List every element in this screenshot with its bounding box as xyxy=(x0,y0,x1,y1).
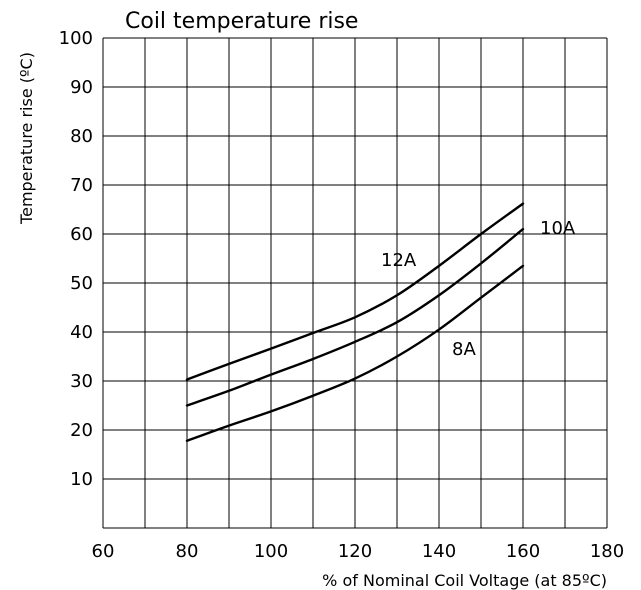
x-tick-label: 180 xyxy=(590,541,624,562)
series-label-10A: 10A xyxy=(540,218,576,239)
y-tick-label: 90 xyxy=(70,77,93,98)
series-line-8A xyxy=(185,264,525,442)
y-tick-labels: 10 20 30 40 50 60 70 80 90 100 xyxy=(59,28,93,490)
x-tick-label: 140 xyxy=(422,541,456,562)
x-tick-label: 80 xyxy=(176,541,199,562)
x-tick-label: 100 xyxy=(254,541,288,562)
chart-title: Coil temperature rise xyxy=(125,9,358,34)
x-tick-label: 120 xyxy=(338,541,372,562)
series-label-8A: 8A xyxy=(452,339,476,360)
y-tick-label: 30 xyxy=(70,371,93,392)
y-axis-label: Temperature rise (ºC) xyxy=(17,52,36,225)
x-tick-label: 160 xyxy=(506,541,540,562)
x-tick-label: 60 xyxy=(92,541,115,562)
y-tick-label: 60 xyxy=(70,224,93,245)
x-axis-label: % of Nominal Coil Voltage (at 85ºC) xyxy=(322,571,607,590)
y-tick-label: 10 xyxy=(70,469,93,490)
series-line-12A xyxy=(185,202,525,381)
series-label-12A: 12A xyxy=(381,250,417,271)
y-tick-label: 50 xyxy=(70,273,93,294)
grid-lines xyxy=(102,37,608,529)
series-line-10A xyxy=(185,227,525,407)
y-tick-label: 100 xyxy=(59,28,93,49)
y-tick-label: 20 xyxy=(70,420,93,441)
y-tick-label: 70 xyxy=(70,175,93,196)
y-tick-label: 80 xyxy=(70,126,93,147)
series-lines xyxy=(185,202,525,442)
x-tick-labels: 60 80 100 120 140 160 180 xyxy=(92,541,625,562)
y-tick-label: 40 xyxy=(70,322,93,343)
